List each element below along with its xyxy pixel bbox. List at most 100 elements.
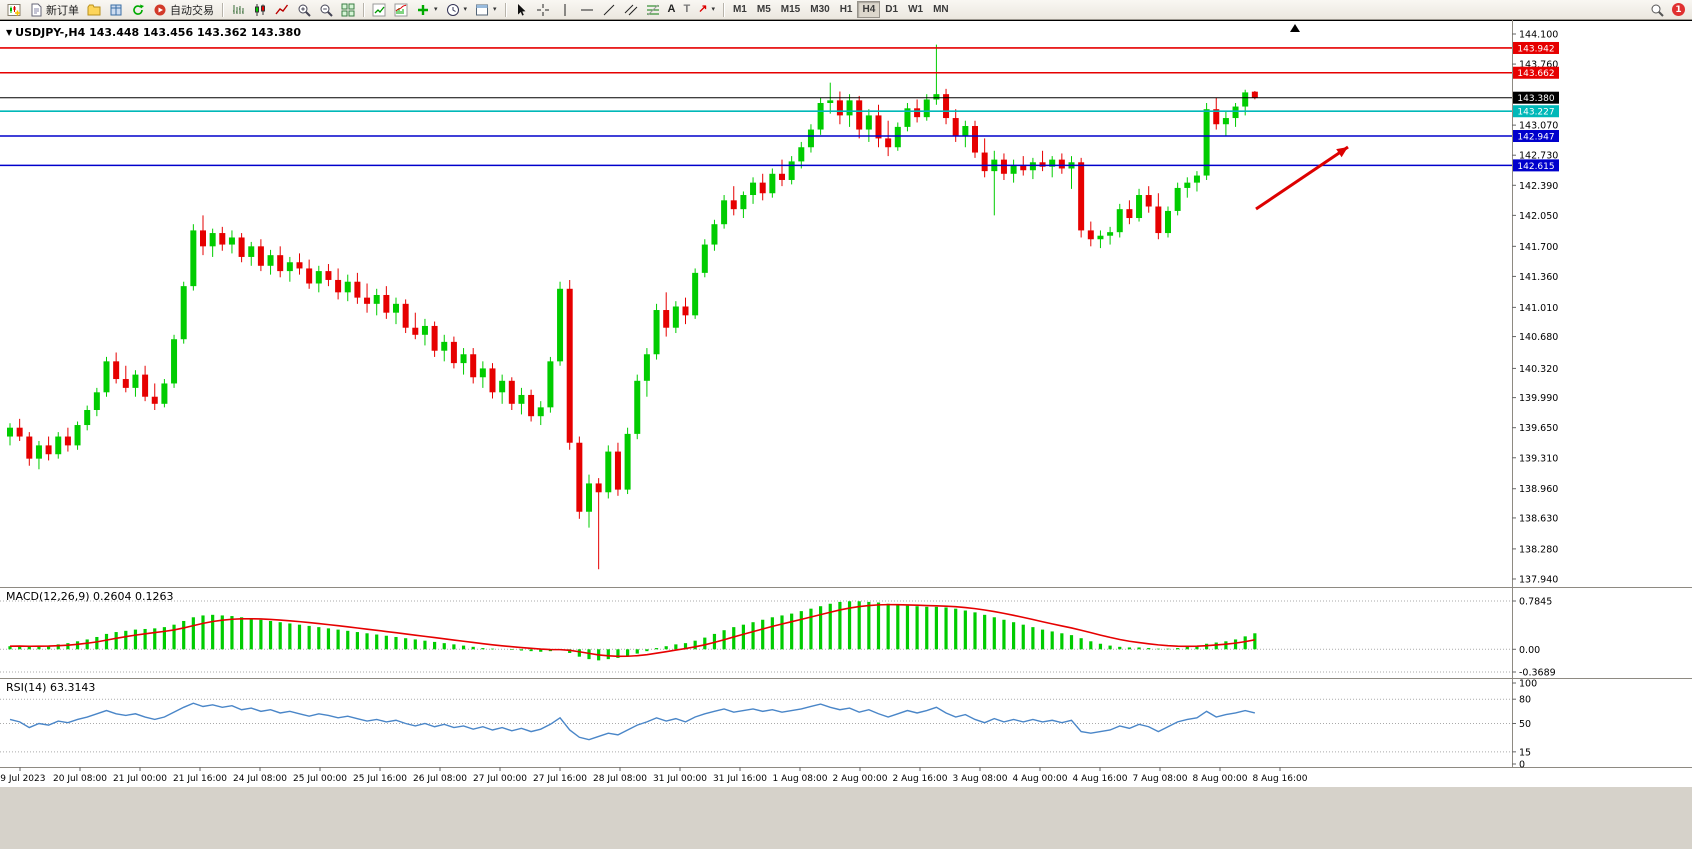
svg-text:27 Jul 16:00: 27 Jul 16:00	[533, 774, 587, 784]
timeframe-m15-button[interactable]: M15	[776, 1, 805, 18]
svg-text:27 Jul 00:00: 27 Jul 00:00	[473, 774, 527, 784]
bar-chart-icon	[233, 4, 244, 14]
toolbar-group-line-studies: A T ↗ ▾	[510, 1, 719, 18]
toolbar-group-timeframes: M1 M5 M15 M30 H1 H4 D1 W1 MN	[728, 1, 954, 18]
svg-text:80: 80	[1519, 695, 1531, 706]
timeframe-m1-button[interactable]: M1	[728, 1, 752, 18]
indicators-button[interactable]	[390, 1, 412, 18]
svg-text:4 Aug 00:00: 4 Aug 00:00	[1013, 774, 1068, 784]
timeframe-h4-button[interactable]: H4	[857, 1, 881, 18]
price-badges: 143.942 143.662 143.380 143.227 142.947 142.6…	[1513, 41, 1559, 172]
toolbar-group-chart-type	[227, 1, 359, 18]
svg-text:143.070: 143.070	[1519, 121, 1558, 132]
vertical-line-icon	[564, 3, 566, 16]
notification-badge[interactable]: 1	[1672, 3, 1685, 16]
toolbar-separator	[722, 2, 724, 17]
svg-text:25 Jul 16:00: 25 Jul 16:00	[353, 774, 407, 784]
templates-button[interactable]: ▾	[471, 1, 501, 18]
svg-text:-0.3689: -0.3689	[1519, 668, 1556, 679]
svg-text:15: 15	[1519, 747, 1531, 758]
trendline-button[interactable]	[598, 1, 620, 18]
zoom-in-button[interactable]	[293, 1, 315, 18]
svg-text:24 Jul 08:00: 24 Jul 08:00	[233, 774, 287, 784]
price-axis[interactable]: 144.100 143.760 143.070 142.730 142.390 142.0…	[1512, 30, 1558, 586]
new-order-label: 新订单	[46, 4, 79, 17]
chart-shift-marker-icon[interactable]	[1290, 24, 1300, 32]
profiles-icon	[87, 4, 101, 15]
svg-text:141.700: 141.700	[1519, 242, 1558, 253]
chart-shift-button[interactable]	[368, 1, 390, 18]
new-chart-icon	[7, 3, 21, 16]
trendline-icon	[603, 4, 614, 15]
time-axis[interactable]: 19 Jul 2023 20 Jul 08:00 21 Jul 00:00 21 Ju…	[0, 767, 1308, 784]
timeframe-m5-button[interactable]: M5	[752, 1, 776, 18]
zoom-out-button[interactable]	[315, 1, 337, 18]
profiles-button[interactable]	[83, 1, 105, 18]
svg-text:19 Jul 2023: 19 Jul 2023	[0, 774, 45, 784]
svg-text:100: 100	[1519, 679, 1537, 690]
equidistant-channel-button[interactable]	[620, 1, 642, 18]
vertical-line-button[interactable]	[554, 1, 576, 18]
svg-text:138.630: 138.630	[1519, 513, 1558, 524]
chart-up-icon	[372, 3, 386, 16]
arrow-annotation[interactable]	[1255, 145, 1349, 211]
timeframe-w1-button[interactable]: W1	[903, 1, 928, 18]
svg-text:139.990: 139.990	[1519, 393, 1558, 404]
fibonacci-button[interactable]	[642, 1, 664, 18]
timeframe-mn-button[interactable]: MN	[928, 1, 954, 18]
main-toolbar: 新订单 自动交易	[0, 0, 1692, 20]
svg-text:143.760: 143.760	[1519, 60, 1558, 71]
cursor-button[interactable]	[510, 1, 532, 18]
search-button[interactable]	[1646, 1, 1668, 18]
new-order-button[interactable]: 新订单	[25, 1, 83, 18]
svg-text:138.960: 138.960	[1519, 484, 1558, 495]
svg-text:138.280: 138.280	[1519, 544, 1558, 555]
arrows-tool-button[interactable]: ↗ ▾	[694, 1, 719, 18]
chart-canvas[interactable]: 144.100 143.760 143.070 142.730 142.390 142.0…	[0, 20, 1692, 849]
periods-button[interactable]: ▾	[442, 1, 472, 18]
autotrading-button[interactable]: 自动交易	[149, 1, 218, 18]
rsi-pane: 100 80 50 15 0	[0, 679, 1537, 771]
line-chart-button[interactable]	[271, 1, 293, 18]
svg-text:139.650: 139.650	[1519, 423, 1558, 434]
svg-text:142.390: 142.390	[1519, 181, 1558, 192]
timeframe-m30-button[interactable]: M30	[805, 1, 834, 18]
timeframe-h1-button[interactable]: H1	[835, 1, 858, 18]
data-window-button[interactable]	[105, 1, 127, 18]
svg-text:143.380: 143.380	[1517, 94, 1554, 104]
label-tool-button[interactable]: T	[680, 1, 695, 18]
macd-pane: 0.7845 0.00 -0.3689	[0, 597, 1556, 679]
toolbar-group-right: 1	[1646, 1, 1689, 18]
zoom-out-icon	[320, 4, 333, 17]
search-icon	[1651, 4, 1664, 17]
svg-text:143.227: 143.227	[1517, 108, 1554, 118]
svg-text:141.010: 141.010	[1519, 303, 1558, 314]
line-chart-icon	[275, 4, 289, 14]
crosshair-button[interactable]	[532, 1, 554, 18]
candlestick-chart-button[interactable]	[249, 1, 271, 18]
clock-icon	[446, 3, 459, 16]
svg-text:2 Aug 00:00: 2 Aug 00:00	[833, 774, 888, 784]
autotrading-label: 自动交易	[170, 4, 214, 17]
indicators-icon	[394, 3, 408, 16]
text-tool-button[interactable]: A	[664, 1, 680, 18]
svg-text:3 Aug 08:00: 3 Aug 08:00	[953, 774, 1008, 784]
new-chart-button[interactable]	[3, 1, 25, 18]
hlines	[0, 47, 1512, 167]
refresh-icon	[133, 4, 144, 15]
svg-text:8 Aug 00:00: 8 Aug 00:00	[1193, 774, 1248, 784]
tile-windows-icon	[341, 3, 355, 16]
dropdown-arrow-icon: ▾	[463, 6, 468, 13]
svg-text:142.615: 142.615	[1517, 162, 1554, 172]
bar-chart-button[interactable]	[227, 1, 249, 18]
candlestick-chart-icon	[255, 3, 265, 16]
add-indicator-button[interactable]: ▾	[412, 1, 442, 18]
timeframe-d1-button[interactable]: D1	[880, 1, 903, 18]
svg-text:144.100: 144.100	[1519, 30, 1558, 41]
tile-windows-button[interactable]	[337, 1, 359, 18]
window-bottom-area	[0, 787, 1692, 849]
channel-icon	[624, 4, 637, 15]
refresh-button[interactable]	[127, 1, 149, 18]
horizontal-line-button[interactable]	[576, 1, 598, 18]
svg-text:31 Jul 00:00: 31 Jul 00:00	[653, 774, 707, 784]
